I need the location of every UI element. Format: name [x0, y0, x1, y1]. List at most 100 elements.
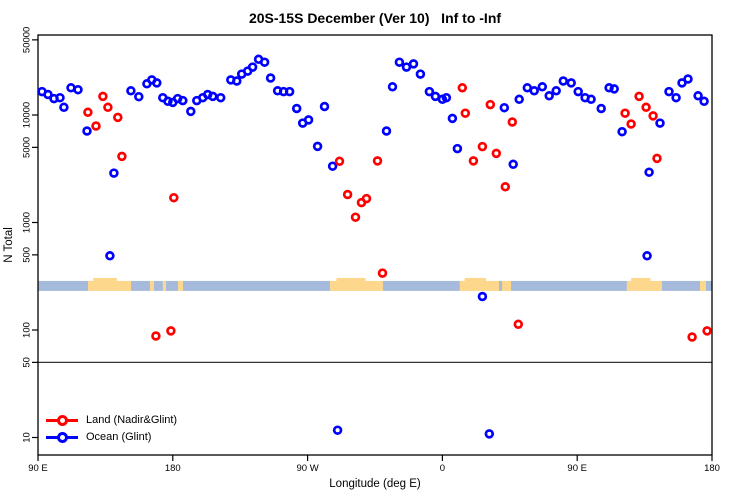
y-tick-label: 50: [22, 357, 33, 368]
y-tick-label: 10000: [22, 102, 33, 128]
ocean-point: [586, 94, 596, 105]
land-point: [457, 83, 468, 93]
land-point: [702, 326, 712, 336]
ocean-point: [544, 91, 554, 101]
land-point: [91, 121, 101, 131]
band-land-segment: [459, 280, 500, 291]
ocean-point: [82, 126, 92, 136]
legend-item-land: Land (Nadir&Glint): [46, 411, 177, 428]
band-land-segment: [150, 280, 154, 291]
land-point: [620, 108, 630, 118]
ocean-point: [109, 168, 119, 178]
band-ocean-segment: [661, 280, 701, 291]
x-tick-label: 180: [165, 463, 181, 474]
ocean-point: [644, 167, 654, 177]
land-point: [377, 268, 388, 278]
land-point: [342, 189, 353, 200]
ocean-point: [327, 161, 338, 171]
land-point: [491, 148, 502, 159]
band-land-segment: [700, 280, 707, 291]
y-tick-label: 500: [22, 247, 33, 263]
land-point: [372, 156, 383, 166]
ocean-point: [415, 69, 426, 79]
y-axis-title: N Total: [3, 227, 15, 263]
band-ocean-segment: [706, 280, 712, 291]
band-land-segment: [631, 277, 651, 282]
legend-label-land: Land (Nadir&Glint): [86, 413, 178, 426]
y-tick-label: 100: [22, 322, 33, 338]
land-point: [500, 182, 511, 192]
ocean-point: [408, 59, 419, 69]
band-land-segment: [336, 277, 366, 282]
land-point: [468, 156, 479, 166]
band-ocean-segment: [182, 280, 331, 291]
ocean-point: [484, 429, 495, 439]
legend-item-ocean: Ocean (Glint): [46, 428, 177, 445]
ocean-point: [55, 92, 65, 103]
ocean-point: [609, 84, 619, 94]
ocean-point: [671, 92, 681, 103]
band-land-segment: [464, 277, 487, 282]
land-point: [98, 91, 108, 102]
land-point: [350, 212, 361, 222]
ocean-point: [319, 101, 330, 112]
ocean-point: [134, 91, 144, 102]
band-ocean-segment: [510, 280, 627, 291]
ocean-point: [394, 57, 405, 67]
ocean-point: [73, 84, 83, 95]
ocean-point: [604, 83, 614, 93]
ocean-point: [529, 86, 539, 96]
ocean-point: [178, 95, 188, 106]
ocean-point: [126, 86, 136, 96]
ocean-point: [477, 291, 488, 302]
band-land-segment: [88, 280, 132, 291]
ocean-point: [43, 89, 53, 100]
land-point: [83, 107, 93, 118]
ocean-point: [265, 73, 276, 83]
land-point: [634, 91, 644, 102]
land-point: [687, 332, 697, 342]
land-point: [113, 112, 123, 123]
band-ocean-segment: [131, 280, 151, 291]
ocean-point: [215, 92, 226, 103]
ocean-point: [105, 251, 115, 261]
legend: Land (Nadir&Glint) Ocean (Glint): [46, 411, 177, 445]
ocean-point: [596, 103, 606, 114]
ocean-point: [259, 57, 270, 67]
x-tick-label: 90 W: [297, 463, 319, 474]
x-tick-label: 90 E: [28, 463, 48, 474]
ocean-point: [381, 126, 392, 136]
ocean-point: [551, 86, 561, 96]
ocean-point: [284, 86, 295, 97]
ocean-point: [163, 96, 173, 107]
ocean-point: [401, 62, 412, 72]
ocean-point: [537, 82, 548, 92]
band-ocean-segment: [165, 280, 179, 291]
land-point: [477, 141, 488, 152]
y-tick-label: 1000: [22, 212, 33, 233]
land-point: [103, 102, 113, 113]
band-ocean-segment: [499, 280, 503, 291]
land-point: [334, 156, 345, 167]
land-point: [641, 102, 651, 113]
ocean-point: [452, 143, 463, 154]
ocean-point: [312, 141, 323, 152]
ocean-point: [514, 94, 524, 105]
ocean-point: [387, 82, 398, 92]
ocean-point: [424, 86, 435, 97]
ocean-point: [59, 102, 69, 113]
ocean-point: [152, 78, 162, 88]
y-tick-label: 50000: [22, 27, 33, 53]
band-land-segment: [162, 280, 166, 291]
land-point: [626, 119, 636, 129]
ocean-point: [642, 251, 652, 261]
land-point: [117, 151, 127, 162]
band-land-segment: [502, 280, 511, 291]
land-point: [648, 111, 658, 121]
land-point: [507, 117, 518, 127]
ocean-point: [499, 102, 510, 113]
ocean-point: [332, 425, 343, 435]
ocean-point: [683, 74, 693, 84]
ocean-point: [441, 92, 452, 103]
